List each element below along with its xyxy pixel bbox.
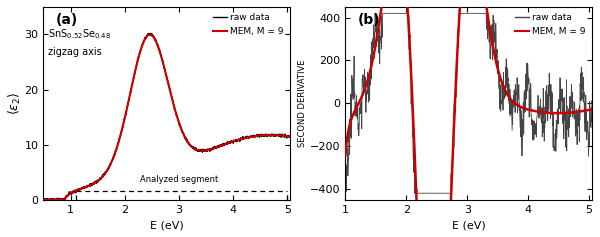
Y-axis label: $\langle\varepsilon_2\rangle$: $\langle\varepsilon_2\rangle$ xyxy=(7,92,23,115)
Text: (b): (b) xyxy=(358,13,380,27)
X-axis label: E (eV): E (eV) xyxy=(150,220,184,230)
Text: zigzag axis: zigzag axis xyxy=(48,47,101,57)
Legend: raw data, MEM, M = 9: raw data, MEM, M = 9 xyxy=(211,11,286,38)
Legend: raw data, MEM, M = 9: raw data, MEM, M = 9 xyxy=(514,11,587,38)
Text: Analyzed segment: Analyzed segment xyxy=(140,175,218,184)
X-axis label: E (eV): E (eV) xyxy=(452,220,485,230)
Text: (a): (a) xyxy=(56,13,78,27)
Text: $\rm SnS_{0.52}Se_{0.48}$: $\rm SnS_{0.52}Se_{0.48}$ xyxy=(48,27,111,41)
Y-axis label: SECOND DERIVATIVE: SECOND DERIVATIVE xyxy=(298,59,307,147)
